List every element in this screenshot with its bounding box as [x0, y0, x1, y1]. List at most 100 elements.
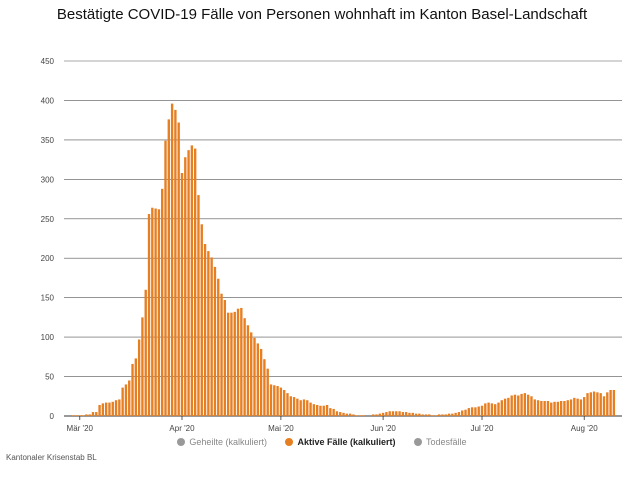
bar[interactable]: [124, 384, 128, 416]
bar[interactable]: [375, 414, 378, 416]
bar[interactable]: [161, 188, 164, 416]
bar[interactable]: [596, 392, 599, 416]
legend-item-geheilte[interactable]: Geheilte (kalkuliert): [177, 437, 267, 447]
bar[interactable]: [276, 386, 279, 416]
bar[interactable]: [315, 404, 319, 416]
bar[interactable]: [230, 312, 233, 416]
bar[interactable]: [250, 332, 253, 416]
bar[interactable]: [273, 385, 276, 416]
bar[interactable]: [81, 415, 85, 416]
bar[interactable]: [348, 413, 352, 416]
bar[interactable]: [536, 400, 540, 416]
bar[interactable]: [566, 400, 569, 416]
bar[interactable]: [207, 251, 210, 416]
bar[interactable]: [404, 412, 408, 416]
bar[interactable]: [154, 208, 157, 416]
bar[interactable]: [441, 414, 444, 416]
bar[interactable]: [75, 415, 78, 416]
bar[interactable]: [447, 413, 451, 416]
bar[interactable]: [253, 337, 256, 416]
bar[interactable]: [213, 266, 217, 416]
bar[interactable]: [88, 414, 91, 416]
bar[interactable]: [553, 401, 556, 416]
bar[interactable]: [543, 401, 546, 416]
bar[interactable]: [118, 399, 121, 416]
bar[interactable]: [210, 257, 213, 416]
bar[interactable]: [444, 414, 447, 416]
bar[interactable]: [187, 150, 190, 416]
bar[interactable]: [296, 398, 299, 416]
bar[interactable]: [395, 411, 398, 416]
bar[interactable]: [474, 407, 477, 416]
bar[interactable]: [431, 415, 434, 416]
bar[interactable]: [563, 401, 566, 416]
bar[interactable]: [507, 397, 510, 416]
bar[interactable]: [263, 359, 266, 416]
bar[interactable]: [151, 207, 154, 416]
bar[interactable]: [362, 415, 365, 416]
bar[interactable]: [223, 300, 227, 416]
bar[interactable]: [477, 406, 480, 416]
legend-item-aktive-faelle[interactable]: Aktive Fälle (kalkuliert): [285, 437, 396, 447]
bar[interactable]: [372, 414, 375, 416]
bar[interactable]: [602, 396, 606, 416]
bar[interactable]: [246, 325, 250, 416]
bar[interactable]: [286, 393, 289, 416]
bar[interactable]: [259, 348, 263, 416]
bar[interactable]: [437, 414, 441, 416]
bar[interactable]: [104, 402, 108, 416]
bar[interactable]: [533, 399, 536, 416]
bar[interactable]: [606, 392, 609, 416]
bar[interactable]: [612, 389, 616, 416]
bar[interactable]: [556, 401, 560, 416]
bar[interactable]: [128, 380, 131, 417]
bar[interactable]: [283, 389, 286, 416]
bar[interactable]: [114, 400, 118, 416]
bar[interactable]: [266, 368, 269, 416]
bar[interactable]: [289, 396, 292, 416]
bar[interactable]: [95, 412, 98, 416]
bar[interactable]: [451, 413, 454, 416]
bar[interactable]: [517, 395, 520, 416]
bar[interactable]: [464, 409, 467, 416]
bar[interactable]: [457, 412, 461, 416]
bar[interactable]: [573, 397, 576, 416]
bar[interactable]: [559, 401, 563, 416]
bar[interactable]: [385, 412, 388, 416]
bar[interactable]: [503, 398, 507, 416]
bar[interactable]: [309, 402, 312, 416]
bar[interactable]: [497, 402, 500, 416]
bar[interactable]: [510, 395, 513, 416]
bar[interactable]: [85, 414, 88, 416]
bar[interactable]: [398, 411, 401, 416]
bar[interactable]: [490, 403, 494, 416]
bar[interactable]: [381, 412, 385, 416]
bar[interactable]: [240, 307, 243, 416]
bar[interactable]: [355, 415, 358, 416]
bar[interactable]: [243, 318, 246, 416]
bar[interactable]: [358, 415, 362, 416]
bar[interactable]: [220, 293, 223, 416]
bar[interactable]: [339, 412, 342, 416]
bar[interactable]: [91, 412, 95, 416]
bar[interactable]: [177, 122, 180, 416]
bar[interactable]: [540, 401, 543, 416]
bar[interactable]: [197, 195, 200, 416]
bar[interactable]: [352, 414, 355, 416]
bar[interactable]: [72, 415, 75, 416]
bar[interactable]: [484, 403, 487, 416]
bar[interactable]: [414, 413, 418, 416]
bar[interactable]: [520, 393, 523, 416]
bar[interactable]: [269, 384, 273, 416]
bar[interactable]: [609, 389, 612, 416]
bar[interactable]: [523, 393, 527, 416]
bar[interactable]: [461, 410, 464, 416]
bar[interactable]: [513, 394, 517, 416]
bar[interactable]: [586, 393, 589, 416]
bar[interactable]: [428, 414, 431, 416]
bar[interactable]: [101, 403, 105, 416]
bar[interactable]: [599, 393, 602, 416]
bar[interactable]: [190, 145, 194, 416]
bar[interactable]: [200, 224, 203, 416]
bar[interactable]: [147, 214, 151, 416]
